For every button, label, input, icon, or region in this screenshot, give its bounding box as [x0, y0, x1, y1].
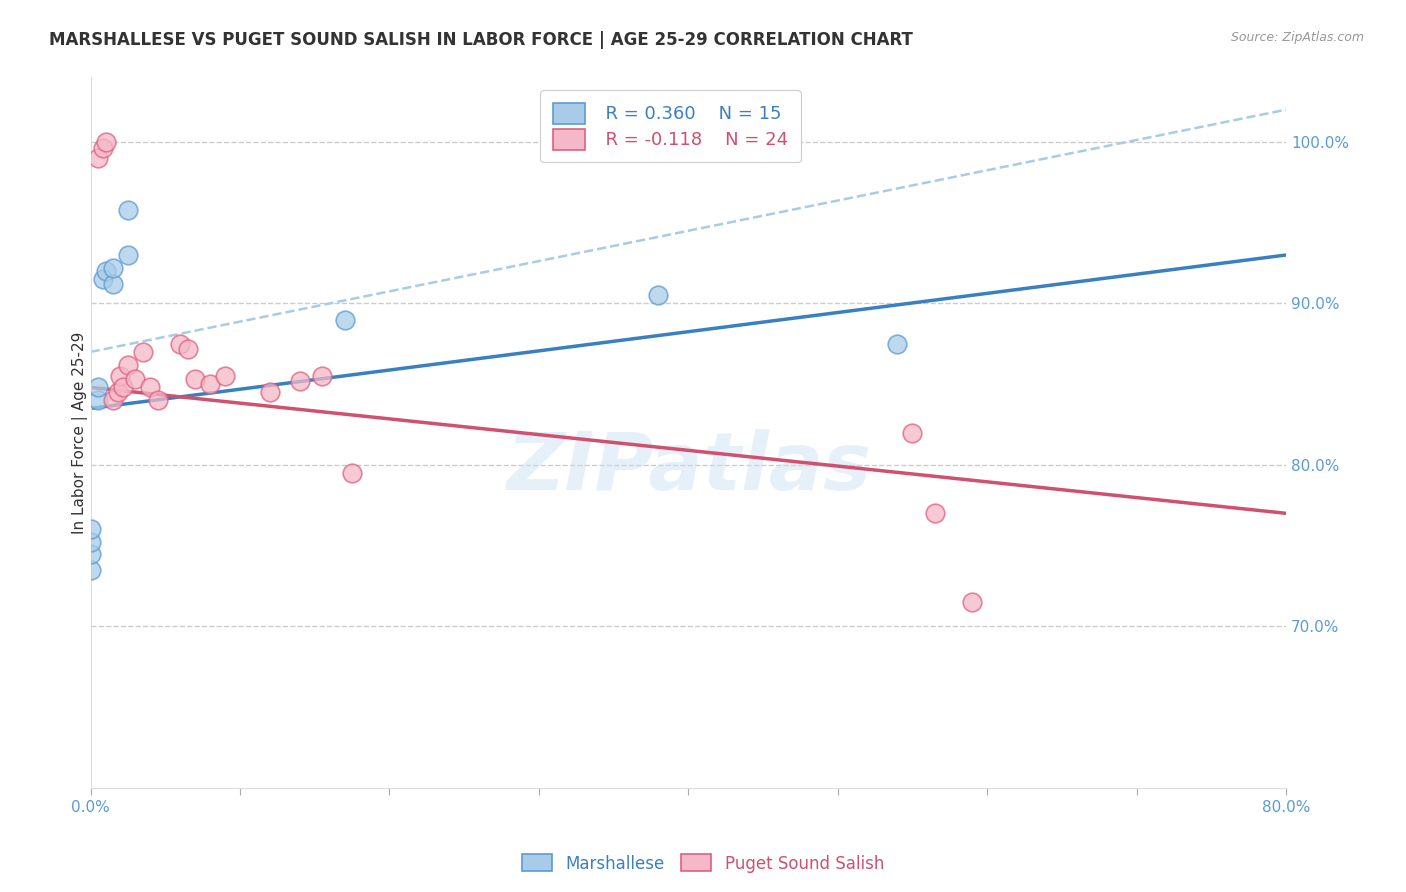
- Point: [288, 374, 311, 388]
- Legend: Marshallese, Puget Sound Salish: Marshallese, Puget Sound Salish: [516, 847, 890, 880]
- Point: [960, 595, 983, 609]
- Point: [112, 380, 135, 394]
- Point: [169, 336, 191, 351]
- Point: [117, 248, 139, 262]
- Point: [94, 264, 117, 278]
- Point: [214, 369, 236, 384]
- Point: [101, 260, 124, 275]
- Point: [117, 202, 139, 217]
- Point: [94, 135, 117, 149]
- Point: [87, 151, 110, 165]
- Point: [124, 372, 146, 386]
- Point: [139, 380, 162, 394]
- Point: [91, 272, 114, 286]
- Point: [117, 358, 139, 372]
- Point: [901, 425, 924, 440]
- Point: [886, 336, 908, 351]
- Point: [79, 535, 101, 549]
- Point: [91, 141, 114, 155]
- Point: [146, 393, 169, 408]
- Point: [107, 385, 129, 400]
- Point: [647, 288, 669, 302]
- Point: [87, 393, 110, 408]
- Point: [924, 506, 946, 520]
- Point: [101, 393, 124, 408]
- Point: [184, 372, 207, 386]
- Point: [79, 563, 101, 577]
- Point: [101, 277, 124, 291]
- Point: [177, 342, 200, 356]
- Text: ZIPatlas: ZIPatlas: [506, 429, 870, 508]
- Point: [110, 369, 132, 384]
- Point: [311, 369, 333, 384]
- Point: [132, 344, 155, 359]
- Point: [79, 547, 101, 561]
- Point: [333, 312, 356, 326]
- Legend:   R = 0.360    N = 15,   R = -0.118    N = 24: R = 0.360 N = 15, R = -0.118 N = 24: [540, 90, 801, 162]
- Point: [87, 380, 110, 394]
- Point: [259, 385, 281, 400]
- Y-axis label: In Labor Force | Age 25-29: In Labor Force | Age 25-29: [72, 332, 87, 533]
- Point: [340, 466, 363, 480]
- Text: MARSHALLESE VS PUGET SOUND SALISH IN LABOR FORCE | AGE 25-29 CORRELATION CHART: MARSHALLESE VS PUGET SOUND SALISH IN LAB…: [49, 31, 912, 49]
- Text: Source: ZipAtlas.com: Source: ZipAtlas.com: [1230, 31, 1364, 45]
- Point: [79, 523, 101, 537]
- Point: [198, 377, 221, 392]
